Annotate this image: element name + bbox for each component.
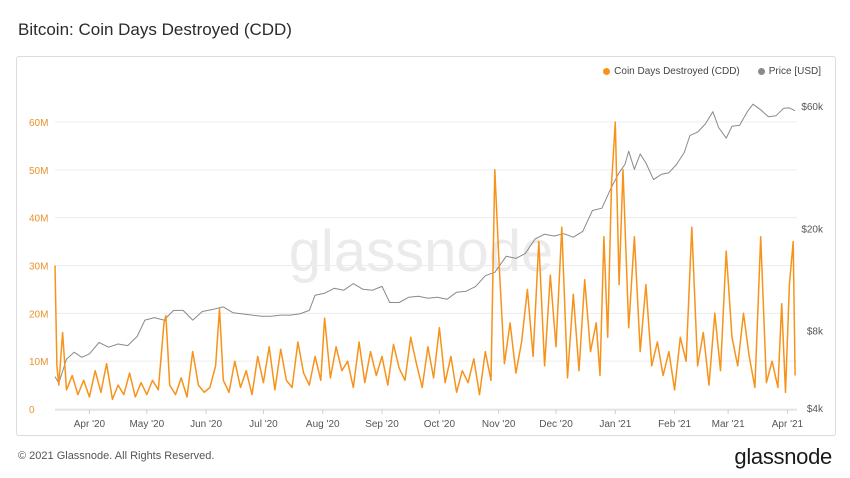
y-left-tick-label: 20M [29,309,48,320]
series-line-cdd [54,121,796,401]
right-axis: $4k $8k $20k $60k [801,102,824,415]
x-axis: Apr '20 May '20 Jun '20 Jul '20 Aug '20 Sep '… [55,409,804,430]
y-left-tick-label: 30M [29,262,48,273]
x-tick-label: Feb '21 [658,419,691,430]
legend-dot-cdd [603,68,611,75]
x-tick-label: Jan '21 [599,419,631,430]
legend-label-cdd: Coin Days Destroyed (CDD) [614,66,740,77]
watermark-logo: glassnode [289,219,553,284]
x-tick-label: Oct '20 [424,419,456,430]
legend-item-price[interactable]: Price [USD] [757,66,821,77]
grid-lines [55,121,797,410]
chart-svg[interactable]: glassnode 0 10M 20M 30M 40M 50M 60M $4k $8k $20k… [17,57,835,435]
y-right-tick-label: $60k [801,102,824,113]
legend-item-cdd[interactable]: Coin Days Destroyed (CDD) [603,66,740,77]
x-tick-label: Nov '20 [482,419,516,430]
y-left-tick-label: 60M [29,118,48,129]
x-tick-label: Jun '20 [190,419,222,430]
page-title: Bitcoin: Coin Days Destroyed (CDD) [18,20,292,39]
y-left-tick-label: 50M [29,166,48,177]
series-layer [54,103,796,401]
x-tick-label: Apr '21 [772,419,804,430]
legend-dot-price [757,68,765,75]
chart-card: glassnode 0 10M 20M 30M 40M 50M 60M $4k $8k $20k… [16,56,836,436]
left-axis: 0 10M 20M 30M 40M 50M 60M [29,118,48,416]
x-tick-label: Aug '20 [306,419,340,430]
legend-label-price: Price [USD] [768,66,821,77]
y-left-tick-label: 0 [29,405,35,416]
y-right-tick-label: $4k [807,404,824,415]
x-tick-label: Mar '21 [712,419,745,430]
x-tick-label: Sep '20 [365,419,399,430]
y-right-tick-label: $20k [801,225,824,236]
series-line-price [54,103,796,384]
footer-copyright: © 2021 Glassnode. All Rights Reserved. [18,450,215,462]
legend: Coin Days Destroyed (CDD) Price [USD] [603,66,821,77]
x-tick-label: May '20 [129,419,164,430]
y-left-tick-label: 10M [29,357,48,368]
y-left-tick-label: 40M [29,214,48,225]
x-tick-label: Dec '20 [539,419,573,430]
x-tick-label: Apr '20 [74,419,106,430]
glassnode-logo[interactable]: glassnode [734,444,832,469]
x-tick-label: Jul '20 [249,419,278,430]
y-right-tick-label: $8k [807,327,824,338]
